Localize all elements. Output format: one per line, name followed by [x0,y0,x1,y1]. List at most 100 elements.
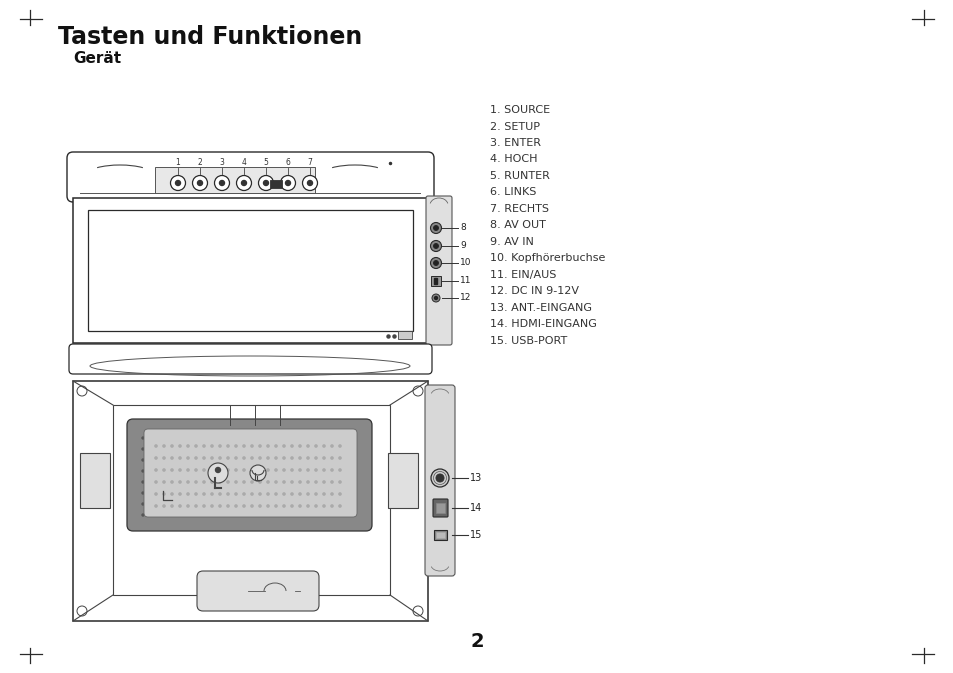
FancyBboxPatch shape [433,499,448,517]
Circle shape [306,503,308,505]
Text: 15. USB-PORT: 15. USB-PORT [490,336,567,346]
Circle shape [157,503,159,505]
Circle shape [251,505,253,507]
Circle shape [267,445,269,447]
Bar [388,453,417,508]
Circle shape [211,493,213,495]
Circle shape [307,505,309,507]
Circle shape [165,470,167,472]
Circle shape [251,459,253,461]
Circle shape [329,437,331,439]
Circle shape [189,437,191,439]
Circle shape [179,481,181,483]
Circle shape [314,505,316,507]
Circle shape [189,481,191,483]
Circle shape [258,457,261,459]
Circle shape [251,437,253,439]
Circle shape [321,437,323,439]
Circle shape [163,481,165,483]
Circle shape [179,457,181,459]
Circle shape [306,514,308,516]
Circle shape [282,481,284,483]
Circle shape [179,493,181,495]
Circle shape [218,469,221,471]
Circle shape [142,470,144,472]
Circle shape [196,437,198,439]
Circle shape [211,505,213,507]
FancyBboxPatch shape [67,152,434,202]
Circle shape [220,503,222,505]
Circle shape [336,448,338,450]
Circle shape [173,437,175,439]
Text: 1: 1 [175,158,180,167]
FancyBboxPatch shape [424,385,455,576]
Circle shape [212,470,214,472]
Bar [434,530,447,540]
Circle shape [314,481,315,483]
Circle shape [220,514,222,516]
Circle shape [274,445,276,447]
Circle shape [203,457,205,459]
Circle shape [77,386,87,396]
Circle shape [208,463,228,483]
Circle shape [274,505,276,507]
Circle shape [298,469,301,471]
Circle shape [290,437,292,439]
Circle shape [251,481,253,483]
Circle shape [171,445,172,447]
Circle shape [173,492,175,494]
Circle shape [258,445,261,447]
Circle shape [181,514,183,516]
Circle shape [436,474,443,482]
Circle shape [297,459,299,461]
Circle shape [189,514,191,516]
Circle shape [243,457,245,459]
Circle shape [338,481,341,483]
Circle shape [211,445,213,447]
Circle shape [165,481,167,483]
Circle shape [243,459,245,461]
Circle shape [235,514,237,516]
Circle shape [282,437,284,439]
Circle shape [228,492,230,494]
Circle shape [267,459,269,461]
Circle shape [228,514,230,516]
Circle shape [322,505,325,507]
Circle shape [321,470,323,472]
Bar [154,167,314,193]
Circle shape [290,481,292,483]
Circle shape [189,492,191,494]
Circle shape [194,445,197,447]
Circle shape [243,481,245,483]
Circle shape [251,493,253,495]
Text: 15: 15 [470,530,482,540]
Circle shape [344,492,347,494]
Circle shape [297,470,299,472]
Circle shape [187,493,189,495]
Circle shape [329,503,331,505]
Circle shape [338,505,341,507]
Circle shape [150,481,152,483]
Circle shape [163,469,165,471]
Circle shape [227,481,229,483]
Circle shape [291,493,293,495]
Circle shape [203,445,205,447]
Circle shape [203,505,205,507]
Circle shape [243,493,245,495]
Circle shape [157,459,159,461]
Circle shape [197,180,202,186]
Circle shape [204,448,206,450]
Circle shape [314,492,315,494]
Circle shape [227,445,229,447]
Circle shape [243,514,245,516]
Circle shape [194,469,197,471]
Circle shape [413,386,422,396]
Circle shape [274,514,276,516]
Circle shape [204,481,206,483]
Circle shape [251,514,253,516]
Circle shape [331,469,333,471]
Circle shape [322,457,325,459]
Circle shape [142,492,144,494]
Circle shape [291,457,293,459]
Circle shape [274,470,276,472]
